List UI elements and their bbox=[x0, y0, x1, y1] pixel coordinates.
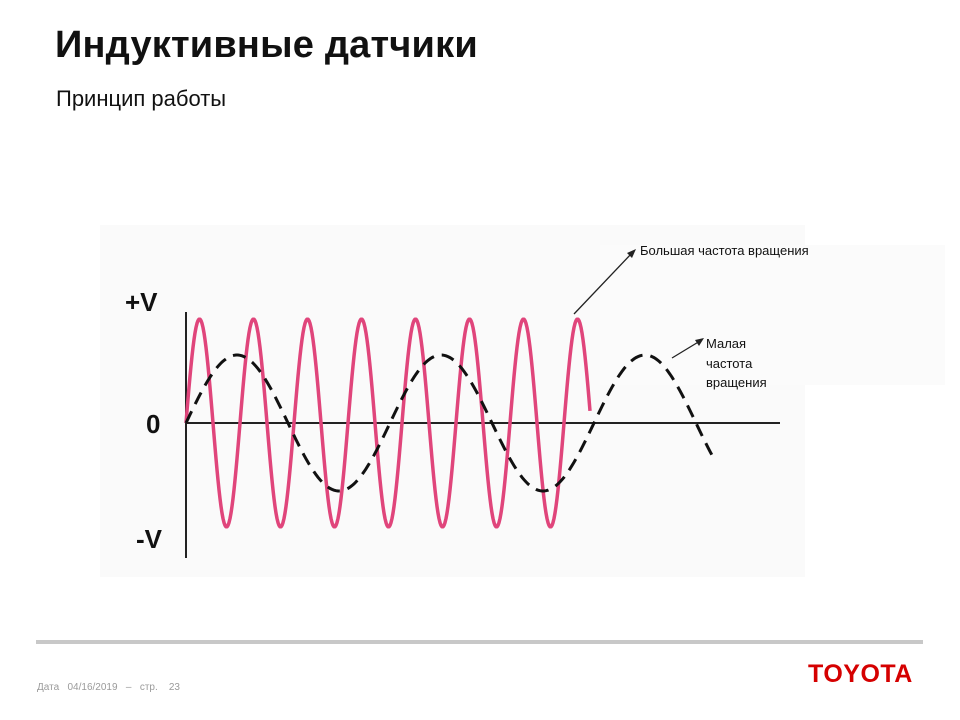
positive-voltage-label: +V bbox=[125, 287, 158, 317]
low-speed-waveform bbox=[184, 353, 714, 493]
footer-date-label: Дата bbox=[37, 682, 60, 693]
low-speed-leader-arrow bbox=[695, 338, 704, 346]
low-speed-annotation-line-1: Малая bbox=[706, 336, 746, 351]
low-speed-annotation-line-2: частота bbox=[706, 356, 753, 371]
footer-divider bbox=[36, 640, 923, 644]
toyota-logo-text: TOYOTA bbox=[808, 660, 913, 688]
slide-subtitle: Принцип работы bbox=[56, 86, 227, 111]
high-speed-leader-line bbox=[573, 252, 633, 315]
low-speed-leader-line bbox=[671, 340, 701, 359]
footer-page-number: 23 bbox=[168, 682, 180, 693]
footer-date-page: Дата 04/16/2019 – стр. 23 bbox=[37, 682, 180, 693]
zero-label: 0 bbox=[146, 409, 160, 439]
high-speed-leader-arrow bbox=[627, 249, 636, 258]
low-speed-annotation-line-3: вращения bbox=[706, 375, 767, 390]
diagram-background-right bbox=[600, 245, 945, 385]
slide-title: Индуктивные датчики bbox=[55, 24, 478, 66]
footer-separator: – bbox=[125, 682, 132, 693]
footer-date: 04/16/2019 bbox=[67, 682, 118, 693]
footer-page-label: стр. bbox=[139, 682, 158, 693]
high-speed-annotation: Большая частота вращения bbox=[640, 243, 809, 258]
high-speed-waveform bbox=[184, 317, 592, 529]
negative-voltage-label: -V bbox=[136, 524, 163, 554]
